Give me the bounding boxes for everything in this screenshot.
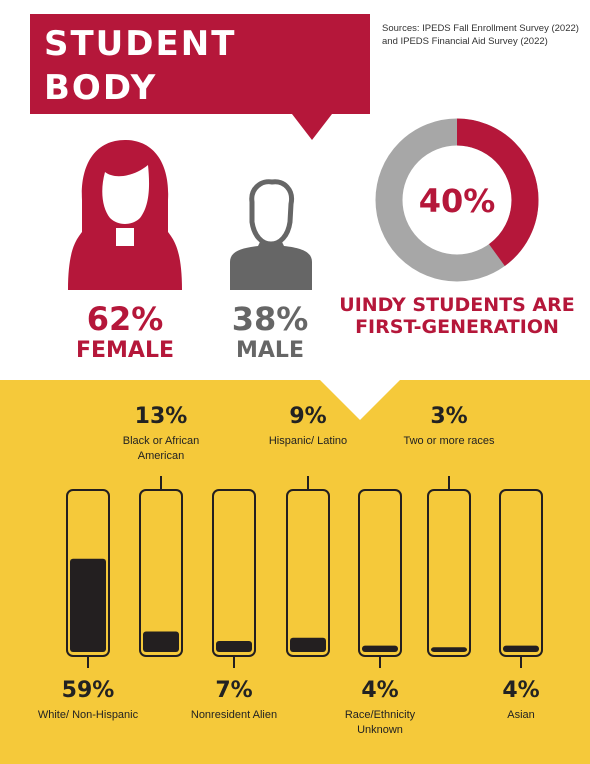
bar-tube [286, 489, 330, 657]
gender-value: 62% [86, 300, 164, 338]
category-label: Hispanic/ Latino [268, 435, 348, 447]
face [102, 165, 150, 224]
bar-tube [499, 489, 543, 657]
value-label: 13% [134, 404, 188, 429]
value-label: 7% [215, 678, 253, 703]
value-label: 3% [430, 404, 468, 429]
male-head [249, 179, 295, 247]
value-label: 9% [289, 404, 327, 429]
value-label: 59% [61, 678, 115, 703]
category-label: Race/Ethnicity Unknown [344, 709, 416, 736]
title: STUDENT BODY DIVERSITY [44, 24, 264, 152]
donut-arc [375, 118, 539, 282]
value-label: 4% [502, 678, 540, 703]
gender-label: MALE [236, 338, 304, 363]
value-label: 4% [361, 678, 399, 703]
sources: Sources: IPEDS Fall Enrollment Survey (2… [382, 23, 579, 47]
bar-tube [212, 489, 256, 657]
bar [431, 647, 467, 652]
category-label: Two or more races [403, 435, 495, 447]
category-label: White/ Non-Hispanic [37, 709, 139, 721]
category-label: Asian [507, 709, 535, 721]
bar [143, 631, 179, 652]
bar [362, 645, 398, 652]
category-label: Black or African American [122, 435, 200, 462]
neck [116, 228, 134, 246]
gender-value: 38% [231, 300, 309, 338]
bar-tube [427, 489, 471, 657]
bar-tube [358, 489, 402, 657]
bar [290, 637, 326, 652]
gender-label: FEMALE [75, 338, 175, 363]
bar [216, 640, 252, 652]
male-icon [230, 238, 312, 290]
bar-tube [139, 489, 183, 657]
donut-title: UINDY STUDENTS ARE FIRST-GENERATION [339, 294, 575, 338]
donut-label: 40% [419, 182, 496, 220]
category-label: Nonresident Alien [190, 709, 278, 721]
bar [70, 558, 106, 652]
bar [503, 645, 539, 652]
